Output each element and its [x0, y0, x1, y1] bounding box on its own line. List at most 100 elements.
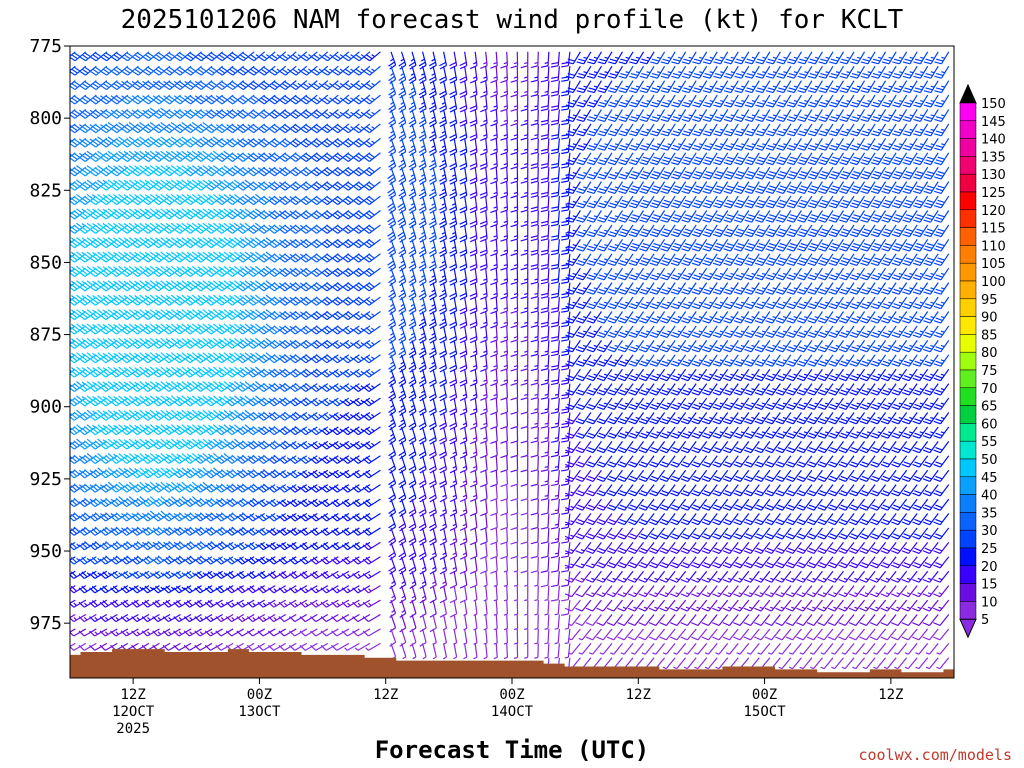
wind-barb	[480, 412, 488, 430]
wind-barb	[520, 224, 529, 242]
wind-barb	[540, 181, 550, 198]
wind-barb	[184, 165, 202, 177]
colorbar-label: 35	[981, 506, 998, 521]
wind-barb	[550, 224, 560, 241]
wind-barb	[142, 65, 160, 76]
wind-barb	[215, 123, 234, 134]
wind-barb	[205, 51, 223, 62]
wind-barb	[215, 366, 234, 378]
wind-barb	[778, 657, 792, 670]
colorbar-swatch	[959, 565, 977, 584]
wind-barb	[70, 484, 76, 489]
wind-barb	[110, 179, 129, 191]
wind-barb	[510, 123, 519, 141]
wind-barb	[89, 123, 108, 134]
wind-barb	[540, 66, 550, 83]
wind-barb	[363, 94, 381, 105]
wind-barb	[652, 642, 666, 655]
wind-barb	[453, 643, 458, 660]
wind-barb	[500, 455, 509, 473]
wind-barb	[152, 107, 171, 119]
wind-barb	[662, 642, 676, 655]
wind-barb	[480, 354, 488, 372]
wind-barb	[89, 136, 108, 148]
wind-barb	[173, 409, 192, 421]
wind-barb	[152, 193, 171, 206]
wind-barb	[141, 424, 160, 436]
wind-barb	[362, 325, 381, 335]
wind-barb	[442, 614, 448, 631]
colorbar-label: 80	[981, 346, 998, 361]
wind-barb	[70, 383, 76, 388]
wind-barb	[70, 109, 76, 115]
wind-barb	[544, 614, 550, 630]
colorbar-swatch	[959, 369, 977, 389]
colorbar-swatch	[959, 245, 977, 264]
wind-barb	[544, 643, 550, 659]
wind-barb	[510, 66, 519, 83]
wind-barb	[540, 426, 550, 444]
wind-barb	[554, 614, 560, 630]
wind-barb	[362, 397, 381, 407]
wind-barb	[70, 599, 76, 604]
wind-barb	[513, 571, 519, 587]
wind-barb	[540, 210, 550, 227]
wind-barb	[933, 195, 950, 209]
wind-barb	[490, 556, 498, 574]
wind-barb	[510, 484, 519, 502]
wind-barb	[550, 167, 560, 184]
colorbar-swatch	[959, 512, 977, 531]
wind-barb	[110, 165, 129, 177]
colorbar-label: 20	[981, 560, 998, 575]
wind-barb	[530, 412, 539, 429]
wind-barb	[79, 109, 97, 119]
wind-barb	[550, 398, 560, 415]
wind-barb	[362, 469, 381, 479]
wind-barb	[483, 628, 488, 645]
wind-barb	[662, 657, 676, 670]
wind-barb	[510, 196, 519, 213]
wind-barb	[510, 542, 519, 560]
wind-barb	[550, 383, 560, 400]
y-tick-label: 775	[29, 36, 62, 57]
wind-barb	[89, 193, 108, 206]
wind-barb	[831, 657, 844, 670]
wind-barb	[100, 109, 118, 119]
wind-barb	[540, 556, 550, 573]
wind-barb	[490, 210, 498, 228]
wind-barb	[363, 282, 381, 292]
wind-barb	[480, 499, 488, 517]
wind-barb	[480, 109, 488, 127]
wind-barb	[152, 51, 171, 62]
wind-barb	[216, 65, 234, 76]
wind-barb	[540, 253, 550, 270]
colorbar-swatch	[959, 102, 977, 122]
wind-barb	[933, 354, 950, 367]
wind-barb	[933, 426, 950, 439]
wind-barb	[99, 452, 118, 464]
wind-barb	[520, 311, 529, 329]
wind-barb	[483, 600, 488, 616]
wind-barb	[862, 657, 876, 670]
wind-barb	[480, 80, 488, 98]
wind-barb	[110, 80, 129, 91]
wind-barb	[493, 643, 498, 660]
wind-barb	[490, 412, 498, 430]
wind-barb	[432, 628, 437, 645]
chart-title: 2025101206 NAM forecast wind profile (kt…	[121, 5, 904, 35]
wind-barb	[500, 268, 509, 286]
wind-barb	[362, 585, 381, 594]
wind-barb	[363, 253, 381, 263]
wind-barb	[715, 642, 729, 655]
colorbar-label: 90	[981, 311, 998, 326]
wind-barb	[490, 513, 498, 531]
wind-barb	[70, 469, 87, 479]
wind-barb	[215, 352, 234, 364]
wind-barb	[131, 51, 150, 62]
wind-barb	[500, 224, 509, 242]
wind-barb	[530, 196, 539, 213]
wind-barb	[184, 94, 202, 105]
wind-barb	[173, 337, 192, 349]
wind-barb	[564, 614, 571, 630]
wind-barb	[550, 484, 560, 501]
